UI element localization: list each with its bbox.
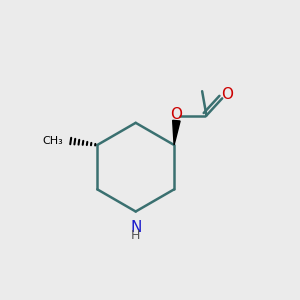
Polygon shape <box>173 120 180 145</box>
Text: H: H <box>131 229 140 242</box>
Text: CH₃: CH₃ <box>43 136 64 146</box>
Text: N: N <box>130 220 141 235</box>
Text: O: O <box>221 87 233 102</box>
Text: O: O <box>170 107 182 122</box>
